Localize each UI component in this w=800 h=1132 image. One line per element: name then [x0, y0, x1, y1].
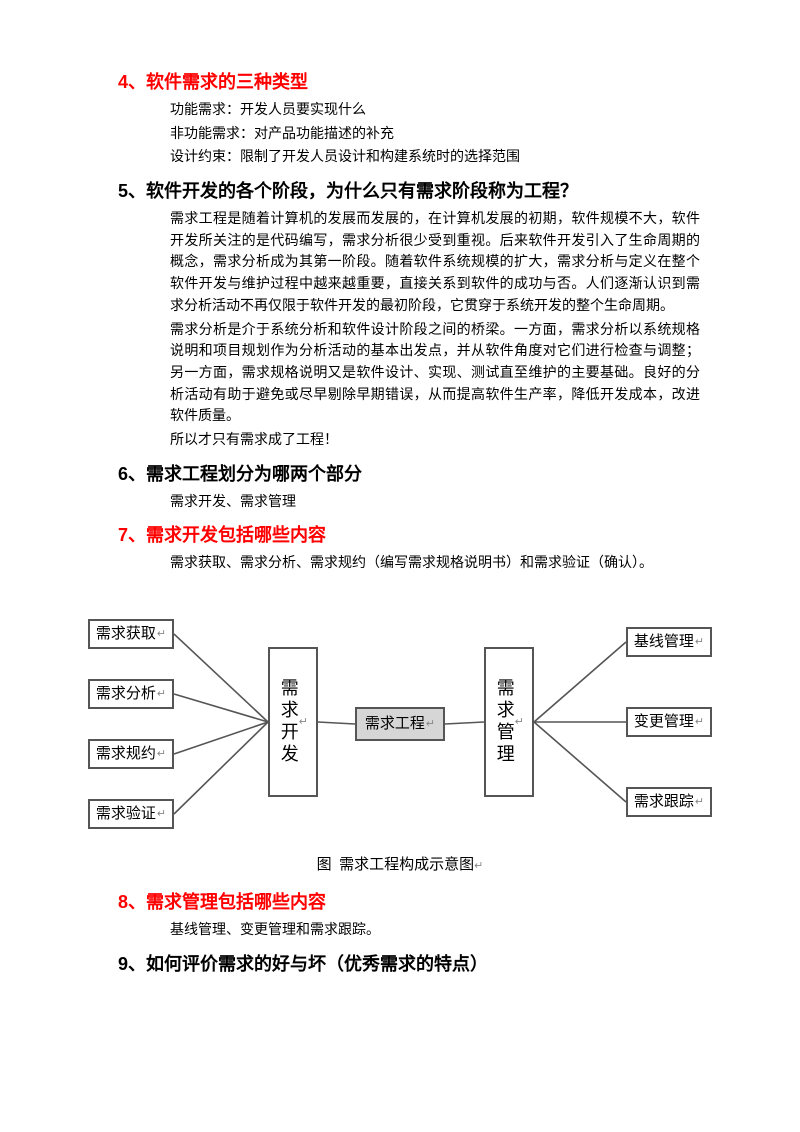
diagram-container: 需求获取↵ 需求分析↵ 需求规约↵ 需求验证↵ 需求开发↵ 需求工程↵ 需求管理↵ 基线管理↵…	[80, 587, 720, 874]
req-engineering-diagram: 需求获取↵ 需求分析↵ 需求规约↵ 需求验证↵ 需求开发↵ 需求工程↵ 需求管理↵ 基线管理↵…	[80, 587, 720, 847]
node-left-1: 需求分析↵	[88, 679, 174, 709]
section-8-body: 基线管理、变更管理和需求跟踪。	[0, 920, 800, 942]
caption-prefix: 图	[317, 857, 332, 873]
heading-7: 7、需求开发包括哪些内容	[0, 521, 800, 547]
caption-text: 需求工程构成示意图	[339, 857, 474, 873]
s6-line: 需求开发、需求管理	[170, 492, 700, 514]
node-mgmt: 需求管理↵	[484, 647, 534, 797]
node-right-2: 需求跟踪↵	[626, 787, 712, 817]
s4-line-2: 非功能需求：对产品功能描述的补充	[170, 124, 700, 146]
heading-4: 4、软件需求的三种类型	[0, 68, 800, 94]
s8-line: 基线管理、变更管理和需求跟踪。	[170, 920, 700, 942]
heading-8: 8、需求管理包括哪些内容	[0, 888, 800, 914]
section-7-body: 需求获取、需求分析、需求规约（编写需求规格说明书）和需求验证（确认）。	[0, 553, 800, 575]
heading-6: 6、需求工程划分为哪两个部分	[0, 460, 800, 486]
page: 4、软件需求的三种类型 功能需求：开发人员要实现什么 非功能需求：对产品功能描述…	[0, 0, 800, 1012]
s4-line-3: 设计约束：限制了开发人员设计和构建系统时的选择范围	[170, 147, 700, 169]
s5-para-1: 需求工程是随着计算机的发展而发展的，在计算机发展的初期，软件规模不大，软件开发所…	[170, 209, 700, 317]
section-4-body: 功能需求：开发人员要实现什么 非功能需求：对产品功能描述的补充 设计约束：限制了…	[0, 100, 800, 169]
heading-9: 9、如何评价需求的好与坏（优秀需求的特点）	[0, 950, 800, 976]
s7-line: 需求获取、需求分析、需求规约（编写需求规格说明书）和需求验证（确认）。	[170, 553, 700, 575]
node-left-0: 需求获取↵	[88, 619, 174, 649]
section-6-body: 需求开发、需求管理	[0, 492, 800, 514]
node-right-0: 基线管理↵	[626, 627, 712, 657]
node-center: 需求工程↵	[355, 707, 445, 741]
node-left-2: 需求规约↵	[88, 739, 174, 769]
node-left-3: 需求验证↵	[88, 799, 174, 829]
section-5-body: 需求工程是随着计算机的发展而发展的，在计算机发展的初期，软件规模不大，软件开发所…	[0, 209, 800, 452]
s4-line-1: 功能需求：开发人员要实现什么	[170, 100, 700, 122]
node-right-1: 变更管理↵	[626, 707, 712, 737]
s5-para-2: 需求分析是介于系统分析和软件设计阶段之间的桥梁。一方面，需求分析以系统规格说明和…	[170, 320, 700, 428]
node-dev: 需求开发↵	[268, 647, 318, 797]
s5-para-3: 所以才只有需求成了工程！	[170, 430, 700, 452]
diagram-caption: 图 需求工程构成示意图↵	[80, 853, 720, 874]
heading-5: 5、软件开发的各个阶段，为什么只有需求阶段称为工程？	[0, 177, 800, 203]
